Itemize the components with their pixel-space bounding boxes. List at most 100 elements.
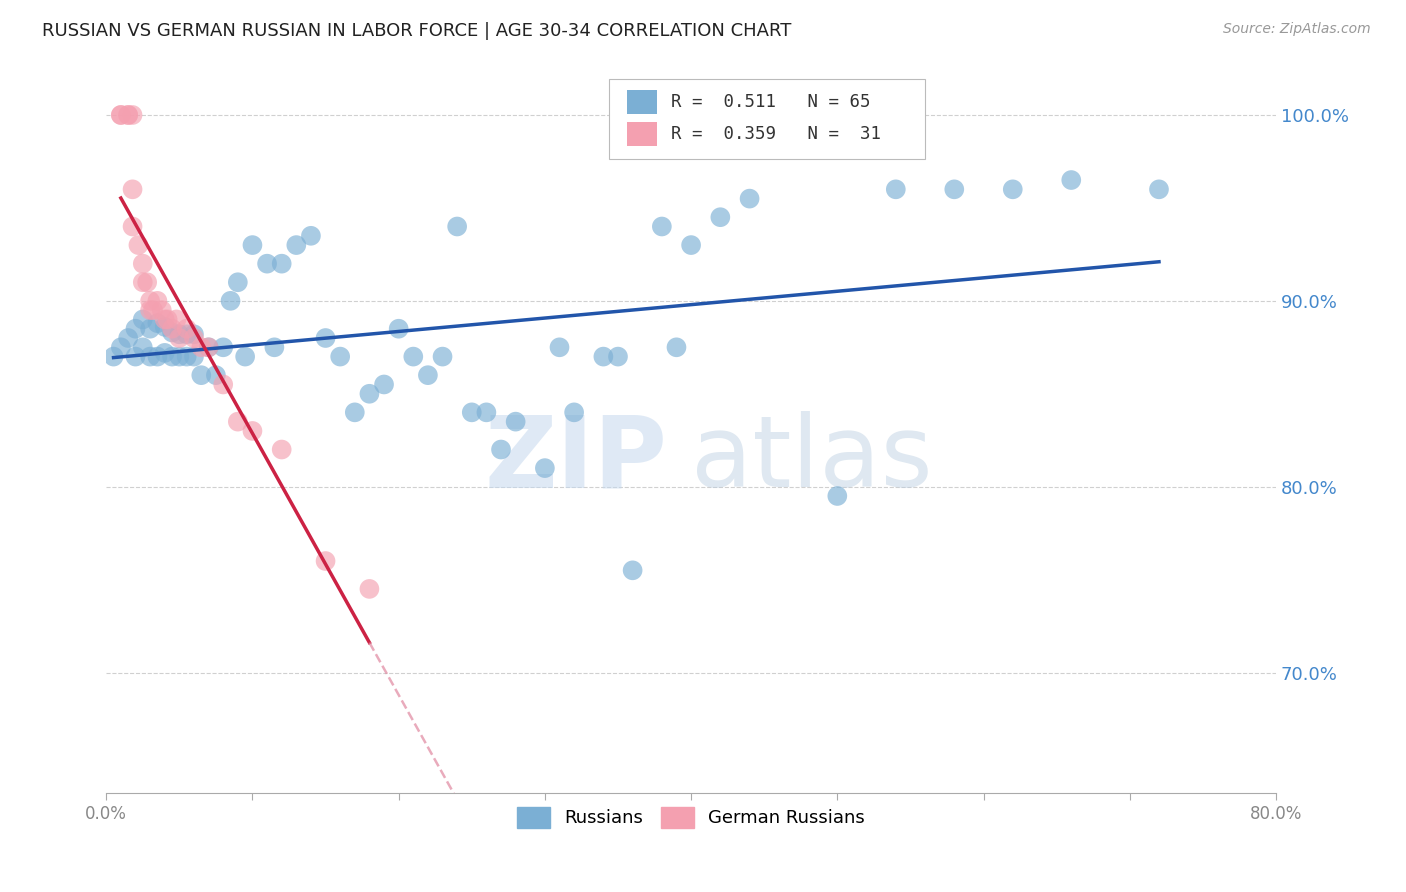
Point — [169, 331, 191, 345]
Point — [285, 238, 308, 252]
Point — [242, 424, 264, 438]
Point — [212, 377, 235, 392]
Point — [738, 192, 761, 206]
Point — [562, 405, 585, 419]
Point — [132, 340, 155, 354]
Point — [359, 582, 381, 596]
Point — [226, 275, 249, 289]
Point — [139, 303, 162, 318]
Point — [315, 554, 337, 568]
Point — [124, 350, 146, 364]
Point — [146, 293, 169, 308]
Point — [681, 238, 703, 252]
Point — [139, 293, 162, 308]
Point — [548, 340, 571, 354]
Point — [165, 312, 187, 326]
Point — [146, 316, 169, 330]
Point — [432, 350, 454, 364]
Point — [343, 405, 366, 419]
Point — [651, 219, 673, 234]
Point — [1060, 173, 1083, 187]
Point — [461, 405, 484, 419]
Point — [315, 331, 337, 345]
Point — [146, 350, 169, 364]
Point — [489, 442, 512, 457]
Point — [153, 346, 176, 360]
Point — [117, 331, 139, 345]
Point — [212, 340, 235, 354]
Point — [110, 108, 132, 122]
Text: ZIP: ZIP — [485, 411, 668, 508]
Point — [416, 368, 439, 383]
Legend: Russians, German Russians: Russians, German Russians — [510, 800, 872, 835]
Point — [197, 340, 219, 354]
Point — [160, 350, 183, 364]
Point — [160, 326, 183, 340]
Point — [373, 377, 395, 392]
Point — [621, 563, 644, 577]
Text: atlas: atlas — [692, 411, 932, 508]
Point — [709, 211, 731, 225]
Point — [256, 257, 278, 271]
Point — [388, 322, 411, 336]
Point — [139, 322, 162, 336]
Point — [176, 327, 198, 342]
Point — [219, 293, 242, 308]
FancyBboxPatch shape — [609, 79, 925, 159]
Point — [665, 340, 688, 354]
Point — [183, 327, 205, 342]
Point — [270, 442, 292, 457]
Point — [124, 322, 146, 336]
Point — [446, 219, 468, 234]
Point — [607, 350, 630, 364]
Point — [359, 386, 381, 401]
Text: R =  0.511   N = 65: R = 0.511 N = 65 — [671, 93, 870, 111]
Point — [153, 319, 176, 334]
Point — [263, 340, 285, 354]
Point — [1147, 182, 1170, 196]
Point — [121, 182, 143, 196]
Point — [153, 312, 176, 326]
Point — [169, 327, 191, 342]
Point — [402, 350, 425, 364]
Point — [176, 322, 198, 336]
Point — [117, 108, 139, 122]
Point — [226, 415, 249, 429]
Point — [160, 322, 183, 336]
Point — [592, 350, 614, 364]
Point — [205, 368, 228, 383]
Point — [110, 108, 132, 122]
Point — [176, 350, 198, 364]
Text: RUSSIAN VS GERMAN RUSSIAN IN LABOR FORCE | AGE 30-34 CORRELATION CHART: RUSSIAN VS GERMAN RUSSIAN IN LABOR FORCE… — [42, 22, 792, 40]
Point — [156, 312, 179, 326]
Point — [103, 350, 125, 364]
Point — [242, 238, 264, 252]
FancyBboxPatch shape — [627, 90, 657, 114]
Point — [534, 461, 557, 475]
Point — [475, 405, 498, 419]
Point — [233, 350, 256, 364]
Point — [190, 340, 212, 354]
Point — [183, 350, 205, 364]
Point — [827, 489, 849, 503]
Point — [132, 275, 155, 289]
Point — [183, 331, 205, 345]
Point — [121, 219, 143, 234]
Point — [110, 340, 132, 354]
Point — [136, 275, 159, 289]
Point — [117, 108, 139, 122]
Point — [132, 312, 155, 326]
FancyBboxPatch shape — [627, 122, 657, 146]
Point — [505, 415, 527, 429]
Point — [884, 182, 907, 196]
Point — [169, 350, 191, 364]
Point — [142, 303, 165, 318]
Point — [127, 238, 149, 252]
Point — [329, 350, 352, 364]
Point — [270, 257, 292, 271]
Text: R =  0.359   N =  31: R = 0.359 N = 31 — [671, 125, 882, 143]
Point — [132, 257, 155, 271]
Text: Source: ZipAtlas.com: Source: ZipAtlas.com — [1223, 22, 1371, 37]
Point — [197, 340, 219, 354]
Point — [1001, 182, 1024, 196]
